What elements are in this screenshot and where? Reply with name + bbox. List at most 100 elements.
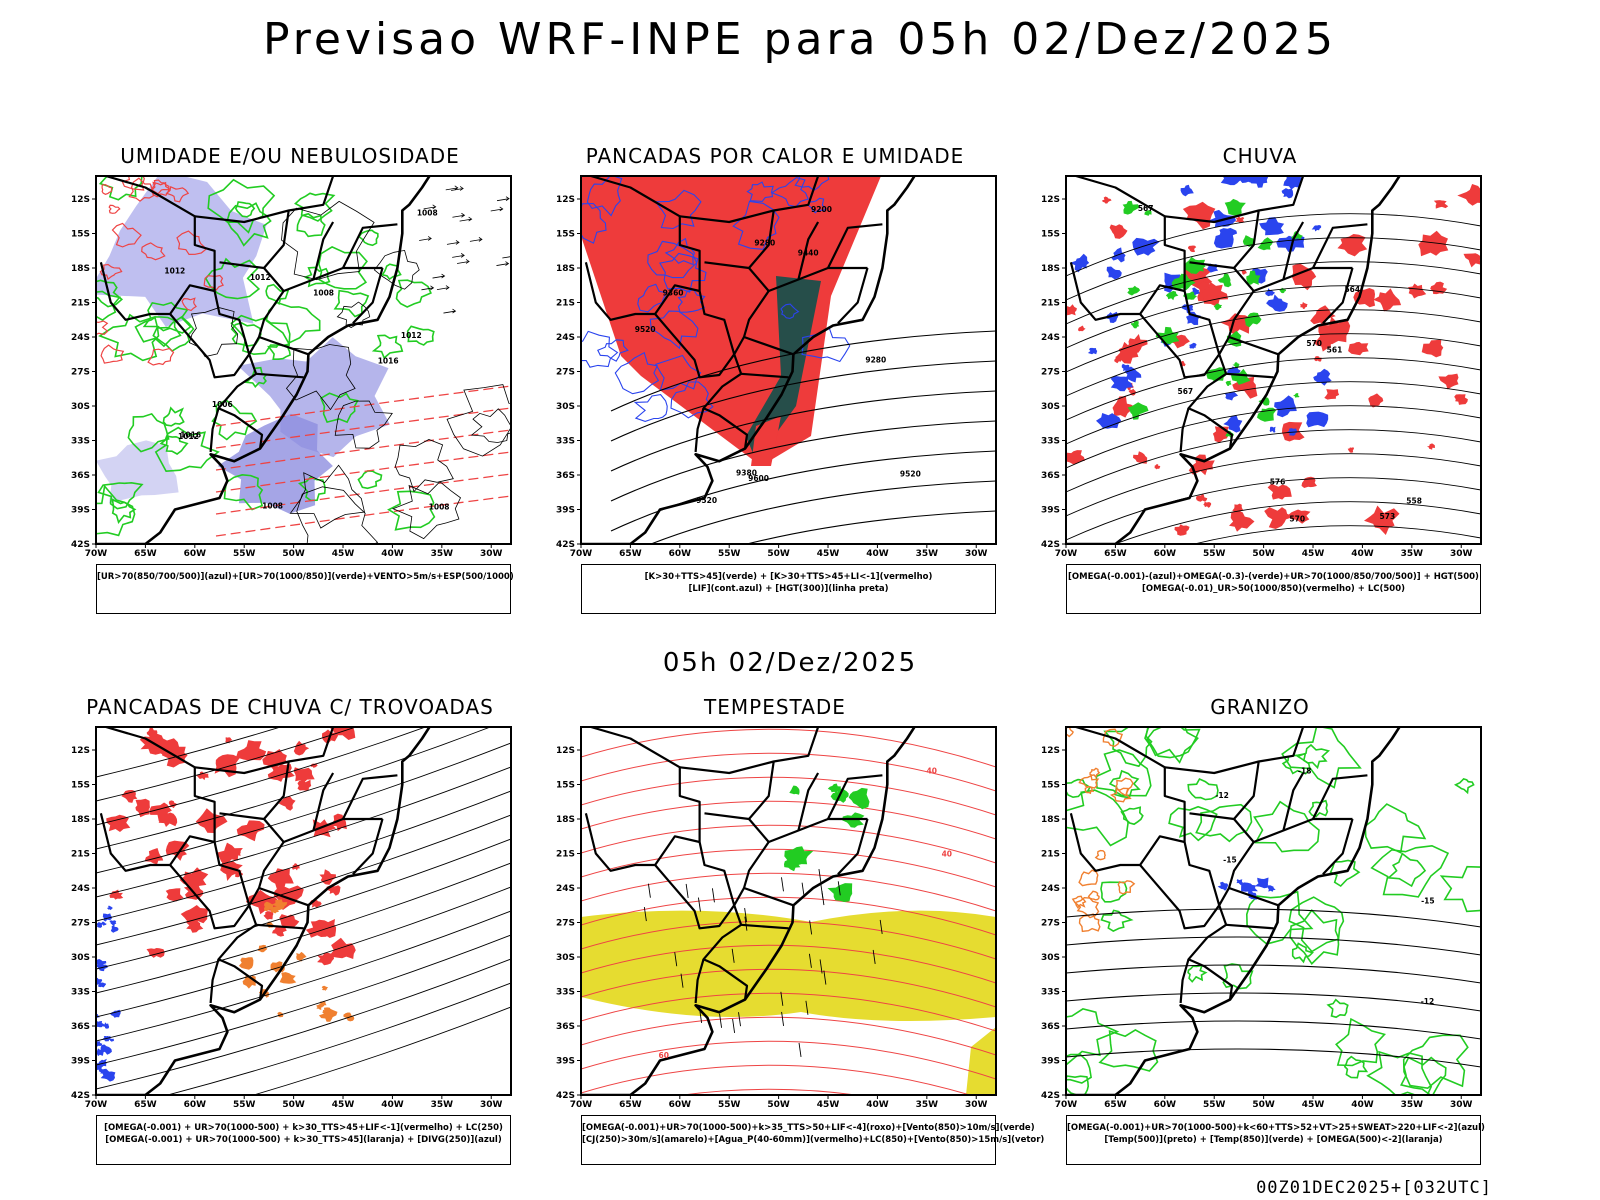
rain-area xyxy=(1102,196,1112,204)
storm-area xyxy=(296,951,307,962)
temp850-contour xyxy=(1144,727,1199,764)
contour-label: 9280 xyxy=(754,238,775,247)
state-border xyxy=(733,336,745,355)
streamline xyxy=(1066,261,1481,325)
thickness-contour xyxy=(147,347,175,366)
divergence-area xyxy=(96,977,103,986)
y-tick-label: 18S xyxy=(71,264,90,274)
wind-vector xyxy=(436,285,450,290)
humidity-contour xyxy=(230,314,291,356)
x-tick-label: 65W xyxy=(1104,1100,1127,1110)
contour-label: 40 xyxy=(927,767,937,776)
jet-area xyxy=(966,1027,996,1095)
humidity-contour xyxy=(406,325,435,346)
y-tick-label: 33S xyxy=(1041,437,1060,447)
state-border xyxy=(1069,262,1185,321)
rain-area xyxy=(1223,415,1243,433)
wind-vector xyxy=(731,948,735,963)
y-tick-label: 30S xyxy=(71,402,90,412)
temp850-contour xyxy=(1120,806,1144,826)
humidity-contour xyxy=(234,201,256,218)
divergence-area xyxy=(101,1022,110,1029)
storm-area xyxy=(185,918,204,933)
plot-background xyxy=(1066,176,1481,544)
x-tick-label: 30W xyxy=(1450,549,1473,559)
y-tick-label: 39S xyxy=(556,1057,575,1067)
wind-vector xyxy=(469,237,483,242)
rain-area xyxy=(1087,347,1098,355)
y-tick-label: 27S xyxy=(71,368,90,378)
lc850-line xyxy=(581,752,996,792)
rain-area xyxy=(1154,464,1161,470)
wind-vector xyxy=(697,897,701,912)
wind-vector xyxy=(809,920,813,935)
x-tick-label: 45W xyxy=(817,549,840,559)
rain-area xyxy=(1427,443,1435,450)
state-border xyxy=(797,221,820,280)
streamline xyxy=(96,910,511,1042)
y-tick-label: 33S xyxy=(556,437,575,447)
instability-area xyxy=(746,276,821,461)
y-tick-label: 39S xyxy=(556,506,575,516)
y-tick-label: 36S xyxy=(556,471,575,481)
page-title: Previsao WRF-INPE para 05h 02/Dez/2025 xyxy=(263,14,1337,65)
streamline xyxy=(1066,213,1481,277)
humidity-contour xyxy=(387,490,436,531)
temp850-contour xyxy=(1453,777,1475,795)
temp850-contour xyxy=(1253,800,1320,853)
rain-area xyxy=(1229,510,1255,532)
wind-vector xyxy=(781,877,784,892)
omega-contour xyxy=(1087,890,1100,901)
panel-legend: [OMEGA(-0.001)-(azul)+OMEGA(-0.3)-(verde… xyxy=(1066,564,1481,614)
thickness-contour xyxy=(101,183,113,195)
streamline xyxy=(1066,237,1481,301)
storm-area xyxy=(328,937,356,959)
humidity-contour xyxy=(159,435,189,455)
thickness-contour xyxy=(150,179,170,195)
y-tick-label: 42S xyxy=(556,540,575,550)
rain-area xyxy=(1463,253,1481,268)
coastline xyxy=(581,727,917,1095)
contour-label: 40 xyxy=(942,850,952,859)
streamline xyxy=(1113,501,1481,544)
humidity-contour xyxy=(265,283,290,306)
height-contour xyxy=(610,360,996,442)
streamline xyxy=(96,862,511,994)
state-border xyxy=(827,223,883,269)
omega-contour xyxy=(1078,913,1101,933)
wind-vector xyxy=(496,261,510,266)
coastline xyxy=(1066,727,1402,1095)
storm-area xyxy=(292,863,301,871)
state-border xyxy=(99,262,215,321)
lc850-line xyxy=(581,1064,972,1095)
streamline xyxy=(252,1006,511,1095)
streamline xyxy=(1066,285,1481,349)
state-border xyxy=(1282,772,1305,831)
rain-area xyxy=(1078,325,1086,332)
rain-area xyxy=(1232,503,1244,513)
lif-contour xyxy=(637,283,668,313)
streamline xyxy=(96,766,511,898)
contour-label: 1012 xyxy=(401,331,422,340)
map-content: 40 40 60 12S 15S 18S 21S 24S 27S 30S 33S 36S 39S 42S7… xyxy=(556,726,997,1110)
y-tick-label: 36S xyxy=(71,1022,90,1032)
contour-label: 1008 xyxy=(262,502,283,511)
panel-trovoadas: PANCADAS DE CHUVA C/ TROVOADAS 12S 15S 18S… xyxy=(60,695,520,1175)
legend-line-2: [LIF](cont.azul) + [HGT(300)](linha pret… xyxy=(688,584,889,594)
rain-area xyxy=(1188,454,1215,476)
y-tick-label: 36S xyxy=(71,471,90,481)
legend-line-1: [OMEGA(-0.001) + UR>70(1000-500) + k>30_… xyxy=(104,1123,503,1133)
divergence-area xyxy=(96,959,107,968)
temp850-contour xyxy=(1281,752,1311,775)
rain-area xyxy=(1165,290,1179,301)
temp850-contour xyxy=(1066,789,1129,847)
pressure-contour xyxy=(285,344,356,411)
temp850-contour xyxy=(1439,865,1481,913)
rain-area xyxy=(1269,426,1276,433)
y-tick-label: 21S xyxy=(556,850,575,860)
streamline xyxy=(96,727,492,850)
storm-area xyxy=(144,848,164,865)
rain-area xyxy=(1287,509,1311,524)
contour-label: -12 xyxy=(1421,997,1435,1006)
rain-area xyxy=(1217,273,1232,288)
